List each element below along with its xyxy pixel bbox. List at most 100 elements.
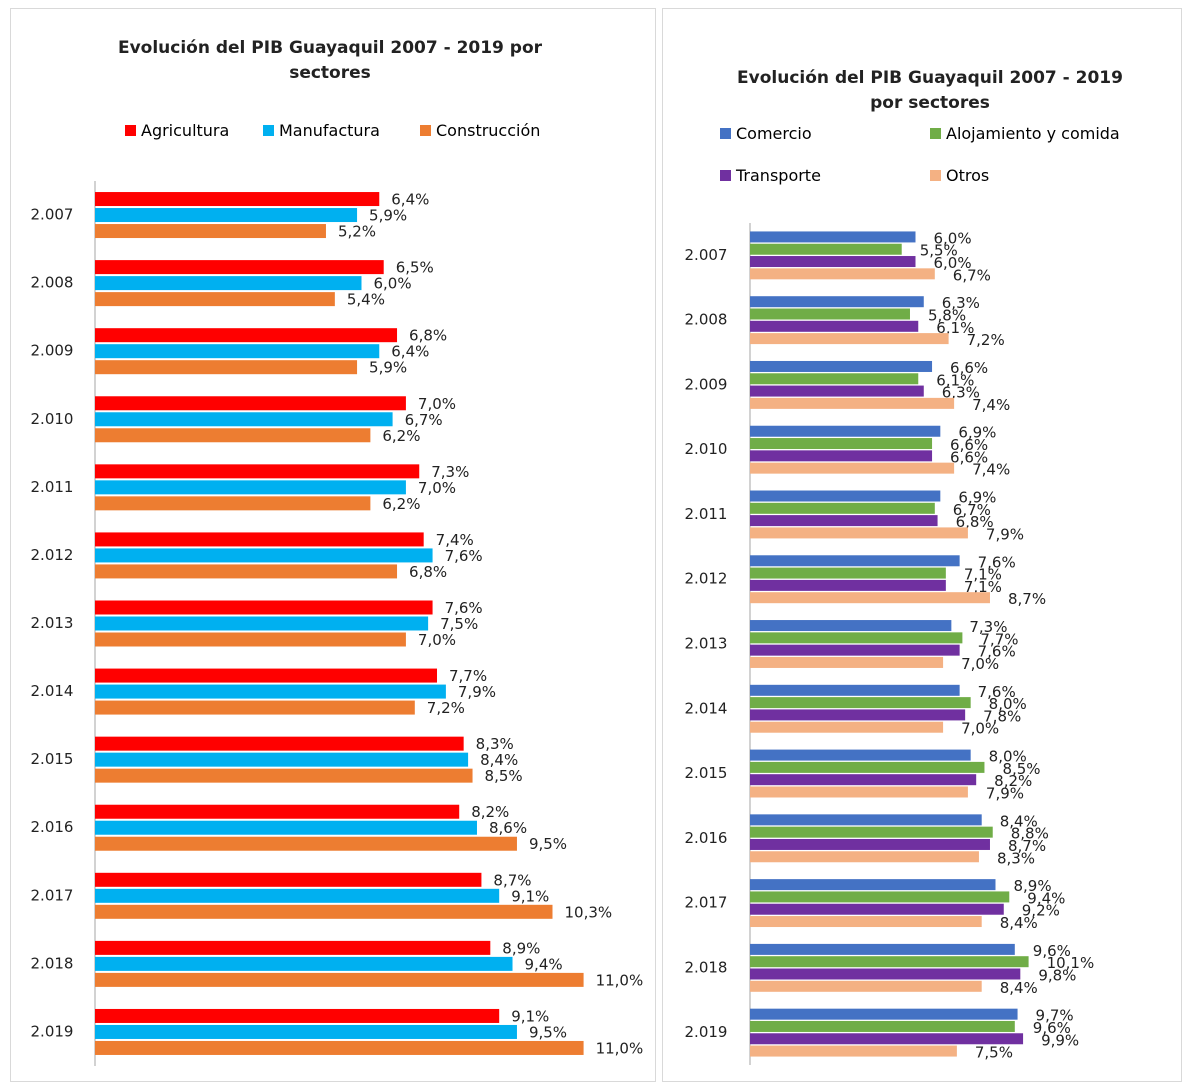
data-label: 6,8%: [409, 327, 447, 345]
y-tick-label: 2.008: [685, 311, 728, 329]
data-label: 9,5%: [529, 835, 567, 853]
bar: [750, 308, 910, 320]
legend-swatch: [930, 127, 941, 139]
bar: [750, 709, 966, 721]
data-label: 7,6%: [978, 553, 1016, 571]
y-tick-label: 2.012: [685, 570, 728, 588]
legend-label: Manufactura: [279, 120, 380, 140]
data-label: 7,6%: [445, 547, 483, 565]
data-label: 6,2%: [382, 427, 420, 445]
bar: [95, 464, 420, 479]
bar: [750, 425, 941, 437]
legend-item: Manufactura: [263, 120, 380, 140]
legend-item: Transporte: [720, 165, 821, 185]
bar: [750, 527, 968, 539]
data-label: 8,2%: [994, 772, 1032, 790]
bar: [750, 786, 968, 798]
data-label: 6,6%: [950, 448, 988, 466]
bar: [750, 749, 971, 761]
bar: [750, 956, 1029, 968]
legend-label: Comercio: [736, 123, 812, 143]
y-tick-label: 2.009: [685, 375, 728, 393]
bar: [95, 192, 380, 207]
y-tick-label: 2.015: [685, 764, 728, 782]
y-tick-label: 2.016: [685, 829, 728, 847]
bar: [95, 548, 433, 563]
data-label: 8,8%: [1011, 825, 1049, 843]
bar: [750, 903, 1004, 915]
y-tick-label: 2.014: [31, 682, 74, 700]
legend-swatch: [263, 124, 274, 136]
data-label: 6,0%: [934, 229, 972, 247]
legend-item: Alojamiento y comida: [930, 123, 1120, 143]
y-tick-label: 2.008: [31, 274, 74, 292]
bar: [95, 360, 358, 375]
data-label: 7,9%: [986, 525, 1024, 543]
bar: [750, 851, 979, 863]
data-label: 6,4%: [391, 343, 429, 361]
bar: [750, 838, 990, 850]
bar: [750, 891, 1010, 903]
bar: [750, 774, 977, 786]
legend-swatch: [420, 124, 431, 136]
legend-label: Otros: [946, 165, 990, 185]
legend-label: Construcción: [436, 120, 541, 140]
data-label: 8,0%: [989, 695, 1027, 713]
legend-swatch: [930, 169, 941, 181]
data-label: 5,5%: [920, 242, 958, 260]
data-label: 7,0%: [961, 720, 999, 738]
bar: [750, 296, 924, 308]
bar: [750, 721, 944, 733]
data-label: 7,2%: [427, 699, 465, 717]
legend-label: Agricultura: [141, 120, 230, 140]
bar: [750, 814, 982, 826]
data-label: 8,7%: [1008, 837, 1046, 855]
bar: [95, 564, 398, 579]
data-label: 9,5%: [529, 1023, 567, 1041]
data-label: 7,0%: [418, 395, 456, 413]
bar: [750, 373, 919, 385]
bar: [95, 872, 482, 887]
data-label: 6,5%: [396, 259, 434, 277]
bar: [95, 940, 491, 955]
data-label: 11,0%: [596, 971, 644, 989]
data-label: 6,0%: [934, 254, 972, 272]
data-label: 8,9%: [1013, 877, 1051, 895]
y-tick-label: 2.010: [31, 410, 74, 428]
chart-panel: [662, 8, 1182, 1082]
data-label: 6,7%: [953, 501, 991, 519]
y-tick-label: 2.014: [685, 699, 728, 717]
bar: [750, 879, 996, 891]
y-tick-label: 2.018: [31, 954, 74, 972]
bar: [95, 292, 335, 307]
y-tick-label: 2.013: [685, 635, 728, 653]
legend-swatch: [125, 124, 136, 136]
data-label: 5,8%: [928, 307, 966, 325]
bar: [750, 1033, 1024, 1045]
data-label: 11,0%: [596, 1039, 644, 1057]
data-label: 10,3%: [564, 903, 612, 921]
bar: [95, 836, 517, 851]
bar: [750, 515, 938, 527]
legend-swatch: [720, 169, 731, 181]
chart-title: Evolución del PIB Guayaquil 2007 - 2019 …: [117, 38, 543, 83]
data-label: 8,4%: [480, 751, 518, 769]
data-label: 7,6%: [978, 683, 1016, 701]
data-label: 7,6%: [978, 643, 1016, 661]
data-label: 7,0%: [418, 479, 456, 497]
y-tick-label: 2.016: [31, 818, 74, 836]
bar: [750, 397, 955, 409]
bar: [750, 567, 946, 579]
y-tick-label: 2.007: [31, 206, 74, 224]
data-label: 7,9%: [986, 784, 1024, 802]
bar: [750, 1045, 957, 1057]
data-label: 8,3%: [476, 735, 514, 753]
bar: [750, 620, 952, 632]
data-label: 5,9%: [369, 359, 407, 377]
y-tick-label: 2.011: [685, 505, 728, 523]
y-tick-label: 2.018: [685, 958, 728, 976]
bar: [95, 684, 446, 699]
y-tick-label: 2.011: [31, 478, 74, 496]
